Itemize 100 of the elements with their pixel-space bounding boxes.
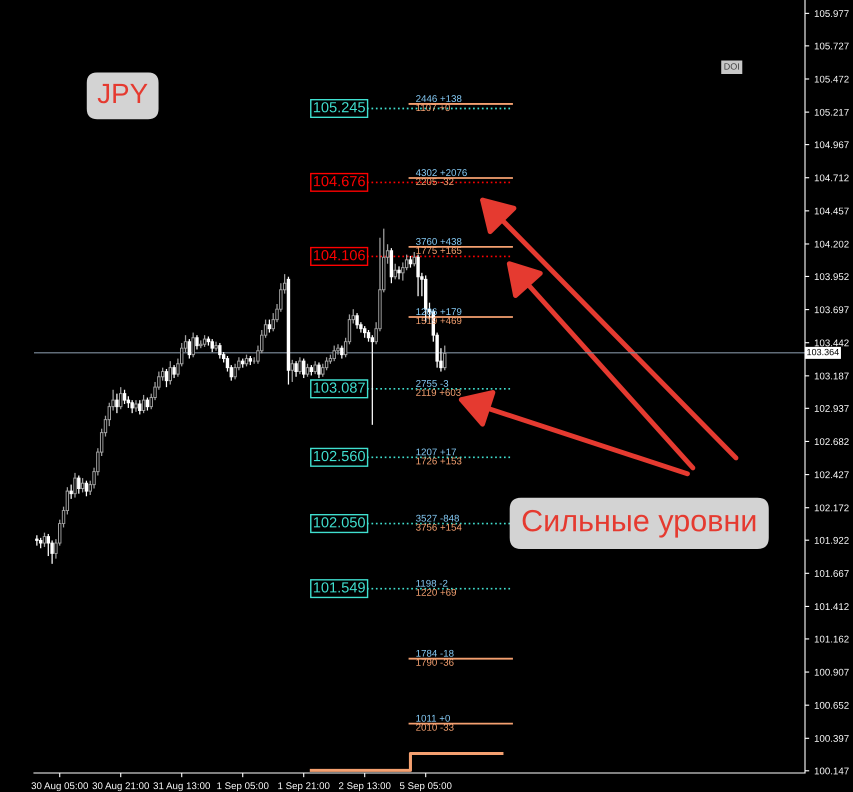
y-tick-label: 103.697 xyxy=(814,306,849,314)
annotation: 3760 +438 xyxy=(416,238,462,245)
y-tick-label: 102.427 xyxy=(814,471,849,478)
candlestick xyxy=(317,362,321,379)
candlestick xyxy=(306,363,310,378)
candlestick xyxy=(142,394,146,414)
annotation: 3756 +154 xyxy=(416,524,462,531)
candlestick xyxy=(241,358,244,368)
candlestick xyxy=(332,344,336,362)
candlestick xyxy=(138,400,142,416)
y-tick-label: 100.652 xyxy=(814,702,849,709)
candlestick xyxy=(122,389,126,405)
annotation: Сильные уровни xyxy=(522,510,756,538)
candlestick xyxy=(298,356,302,375)
y-tick-label: 100.397 xyxy=(814,735,849,742)
ref-line-label: 101.549 xyxy=(314,582,365,593)
y-tick-label: 104.967 xyxy=(814,141,849,148)
x-tick-label: 5 Sep 05:00 xyxy=(400,782,452,792)
y-tick-label: 103.187 xyxy=(814,372,849,380)
candlestick xyxy=(268,318,272,334)
y-tick-label: 102.937 xyxy=(814,405,849,412)
annotation: 1726 +153 xyxy=(416,458,462,464)
ref-line-label: 102.050 xyxy=(314,517,365,528)
candlestick xyxy=(80,477,84,494)
candlestick xyxy=(69,484,73,500)
y-tick-label: 101.162 xyxy=(814,636,849,643)
candlestick xyxy=(294,360,298,378)
candlestick xyxy=(202,334,206,348)
candlestick xyxy=(248,355,252,366)
y-tick-label: 105.217 xyxy=(814,108,849,116)
candlestick xyxy=(38,537,42,549)
candlestick xyxy=(244,354,248,367)
y-tick-label: 103.442 xyxy=(814,339,849,346)
x-tick-label: 1 Sep 05:00 xyxy=(217,782,269,792)
candlestick xyxy=(77,474,80,494)
annotation: 4302 +2076 xyxy=(416,169,467,176)
candlestick xyxy=(146,396,150,412)
y-tick-label: 103.952 xyxy=(814,273,849,280)
y-tick-label: 102.682 xyxy=(814,438,849,446)
candlestick xyxy=(443,344,446,371)
candlestick xyxy=(134,400,138,412)
candlestick xyxy=(210,338,214,353)
candlestick xyxy=(188,338,192,360)
text: JPY xyxy=(98,84,148,104)
ref-line-label: 105.245 xyxy=(314,102,365,112)
annotation: 2755 -3 xyxy=(416,380,448,387)
candlestick xyxy=(35,534,39,546)
y-tick-label: 101.922 xyxy=(814,536,849,544)
annotation: DOI xyxy=(724,63,739,70)
y-tick-label: 104.202 xyxy=(814,240,849,248)
candlestick xyxy=(191,332,195,358)
candlestick xyxy=(355,312,359,330)
candlestick xyxy=(119,386,122,410)
y-tick-label: 104.712 xyxy=(814,174,849,182)
annotation: 1784 -18 xyxy=(416,650,454,657)
annotation: 2205 -32 xyxy=(416,178,454,186)
candlestick xyxy=(362,325,366,338)
x-tick-label: 31 Aug 13:00 xyxy=(153,782,210,792)
candlestick xyxy=(84,480,88,497)
annotation: 1011 +0 xyxy=(416,714,450,722)
candlestick xyxy=(172,364,176,379)
candlestick xyxy=(290,359,294,383)
x-tick-label: 2 Sep 13:00 xyxy=(338,782,391,792)
candlestick xyxy=(393,263,397,280)
y-tick-label: 105.472 xyxy=(814,76,849,83)
y-tick-label: 105.977 xyxy=(814,10,849,17)
candlestick xyxy=(164,368,168,388)
candlestick xyxy=(42,532,46,548)
y-tick-label: 105.727 xyxy=(814,42,849,50)
candlestick xyxy=(412,251,416,267)
annotation: 3527 -848 xyxy=(416,514,460,522)
candlestick xyxy=(115,393,119,414)
candlestick xyxy=(408,255,412,268)
y-tick-label: 104.457 xyxy=(814,208,849,214)
y-tick-label: 100.907 xyxy=(814,668,849,676)
candlestick xyxy=(310,364,314,376)
y-tick-label: 101.667 xyxy=(814,570,849,577)
candlestick xyxy=(397,266,401,280)
candlestick xyxy=(214,341,218,352)
candlestick xyxy=(313,360,317,375)
annotation: 2446 +138 xyxy=(416,95,462,102)
y-tick-label: 101.412 xyxy=(814,603,849,610)
candlestick xyxy=(168,360,172,386)
annotation: 1220 +69 xyxy=(416,588,456,596)
candlestick xyxy=(302,358,306,379)
candlestick xyxy=(416,254,420,297)
annotation: 2119 +603 xyxy=(416,389,461,396)
y-tick-label: 102.172 xyxy=(814,504,849,512)
x-tick-label: 1 Sep 21:00 xyxy=(278,782,330,792)
x-tick-label: 30 Aug 21:00 xyxy=(92,782,149,792)
ref-line-label: 104.676 xyxy=(314,176,365,186)
annotation: 1198 -2 xyxy=(416,580,448,587)
ref-line-label: 102.560 xyxy=(314,450,365,462)
candlestick xyxy=(340,344,344,360)
x-tick-label: 30 Aug 05:00 xyxy=(31,782,88,792)
y-tick-label: 100.147 xyxy=(814,768,849,774)
annotation: 1207 +17 xyxy=(416,448,456,456)
candlestick xyxy=(130,400,134,414)
ref-line-label: 104.106 xyxy=(314,250,365,260)
candlestick xyxy=(218,342,222,360)
